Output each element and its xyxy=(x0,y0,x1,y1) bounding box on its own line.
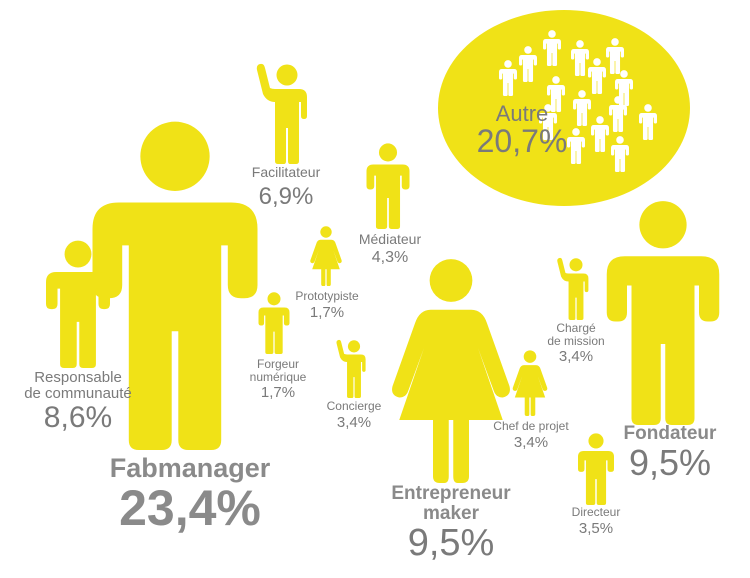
label-chef: Chef de projet 3,4% xyxy=(483,420,579,450)
category-value: 3,5% xyxy=(578,519,614,537)
label-fondateur: Fondateur 9,5% xyxy=(610,424,730,482)
category-name: Médiateur xyxy=(358,231,422,247)
figure-responsable xyxy=(46,240,110,368)
autre-person xyxy=(567,128,585,164)
category-name-line1: Forgeur xyxy=(256,357,300,371)
category-name: Autre xyxy=(495,101,549,126)
autre-person xyxy=(611,136,629,172)
figure-fabmanager xyxy=(92,121,258,450)
category-value: 8,6% xyxy=(43,400,113,434)
figure-chef xyxy=(512,350,548,416)
figure-charge xyxy=(557,257,589,320)
category-value: 9,5% xyxy=(407,521,495,564)
autre-bubble xyxy=(438,10,690,206)
category-value: 23,4% xyxy=(119,480,261,537)
category-value: 1,7% xyxy=(260,384,296,402)
category-name-line1: Responsable xyxy=(34,369,122,386)
figure-autre xyxy=(438,10,690,206)
label-facilitateur: Facilitateur 6,9% xyxy=(236,165,336,209)
category-name: Chef de projet xyxy=(493,419,569,433)
label-autre: Autre 20,7% xyxy=(462,102,582,159)
figure-directeur xyxy=(578,433,614,505)
figure-prototypiste xyxy=(310,226,342,286)
autre-person xyxy=(606,38,624,74)
category-value: 6,9% xyxy=(258,182,314,210)
label-directeur: Directeur 3,5% xyxy=(556,506,636,536)
category-value: 9,5% xyxy=(628,441,712,483)
figure-forgeur xyxy=(258,292,290,354)
category-name: Fabmanager xyxy=(109,453,271,483)
figure-fondateur xyxy=(606,201,720,425)
category-value: 4,3% xyxy=(371,248,409,266)
figure-concierge xyxy=(336,339,366,398)
category-name-line2: numérique xyxy=(249,369,307,384)
label-mediateur: Médiateur 4,3% xyxy=(340,232,440,266)
autre-person xyxy=(571,40,589,76)
category-name: Prototypiste xyxy=(295,289,359,303)
category-value: 3,4% xyxy=(513,433,549,451)
category-value: 3,4% xyxy=(558,348,594,366)
figure-facilitateur xyxy=(256,63,307,165)
autre-person xyxy=(588,58,606,94)
label-forgeur: Forgeur numérique 1,7% xyxy=(238,358,318,401)
category-name: Concierge xyxy=(326,399,382,413)
category-name: Directeur xyxy=(571,505,621,519)
category-name-line2: maker xyxy=(423,502,479,524)
autre-person xyxy=(543,30,561,66)
category-value: 1,7% xyxy=(309,303,345,321)
autre-person xyxy=(591,116,609,152)
label-concierge: Concierge 3,4% xyxy=(314,400,394,430)
category-name-line2: de communauté xyxy=(24,384,132,402)
figure-mediateur xyxy=(366,143,410,229)
autre-person xyxy=(609,96,627,132)
label-prototypiste: Prototypiste 1,7% xyxy=(282,290,372,320)
label-fabmanager: Fabmanager 23,4% xyxy=(95,454,285,535)
label-charge: Chargé de mission 3,4% xyxy=(536,322,616,365)
category-value: 3,4% xyxy=(336,413,372,431)
autre-person xyxy=(539,104,557,140)
autre-person xyxy=(639,104,657,140)
figure-entrepreneur xyxy=(392,259,510,483)
category-name: Fondateur xyxy=(623,423,717,444)
autre-person xyxy=(499,60,517,96)
category-name-line2: de mission xyxy=(547,333,605,348)
category-name: Facilitateur xyxy=(251,164,321,180)
label-entrepreneur: Entrepreneur maker 9,5% xyxy=(366,484,536,564)
autre-person xyxy=(519,46,537,82)
label-responsable: Responsable de communauté 8,6% xyxy=(8,370,148,433)
autre-person xyxy=(573,90,591,126)
category-value: 20,7% xyxy=(476,123,568,160)
category-name-line1: Chargé xyxy=(556,321,596,335)
category-name-line1: Entrepreneur xyxy=(391,483,511,504)
autre-person xyxy=(547,76,565,112)
